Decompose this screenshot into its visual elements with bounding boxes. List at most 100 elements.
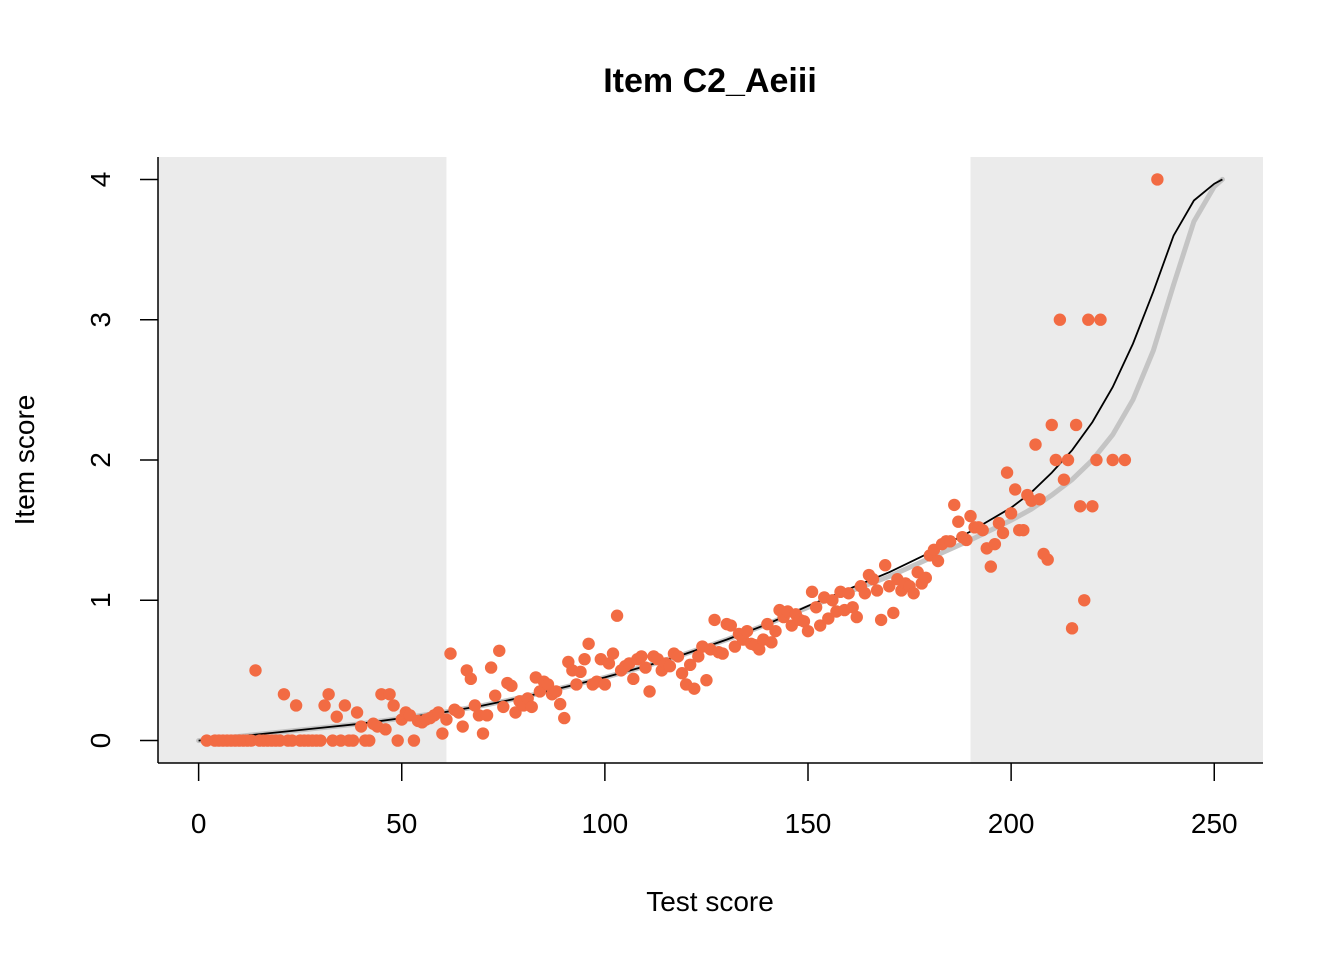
data-point [1151, 173, 1164, 186]
data-point [1000, 466, 1014, 479]
data-point [663, 660, 677, 673]
data-point [643, 685, 656, 698]
data-point [952, 515, 965, 528]
data-point [432, 706, 445, 719]
data-point [996, 526, 1010, 540]
data-point [700, 674, 713, 687]
data-point [249, 664, 262, 677]
data-point [444, 647, 457, 660]
data-point [452, 706, 465, 719]
data-point [578, 652, 591, 666]
data-point [1057, 473, 1071, 486]
data-point [919, 571, 933, 585]
data-point [610, 609, 624, 622]
data-point [639, 661, 652, 674]
data-point [440, 713, 453, 726]
data-point [984, 560, 998, 573]
x-tick-label: 250 [1191, 808, 1238, 839]
data-point [505, 679, 518, 693]
data-point [858, 587, 872, 600]
data-point [765, 636, 778, 649]
data-point [943, 535, 957, 548]
x-axis-label: Test score [646, 886, 774, 917]
data-point [350, 706, 364, 719]
data-point [992, 516, 1006, 530]
data-point [314, 734, 327, 747]
data-point [1073, 500, 1087, 513]
data-point [289, 699, 303, 712]
data-point [874, 613, 888, 627]
data-point [464, 672, 478, 686]
data-point [740, 624, 754, 638]
data-point [1094, 313, 1107, 326]
data-point [553, 697, 567, 711]
y-tick-label: 0 [85, 733, 116, 749]
data-point [383, 688, 396, 701]
data-point [1086, 500, 1099, 513]
data-point [878, 559, 892, 572]
data-point [866, 573, 880, 586]
data-point [960, 533, 973, 547]
data-point [436, 727, 449, 740]
data-point [1045, 418, 1058, 432]
y-tick-label: 2 [85, 452, 116, 468]
data-point [330, 710, 343, 723]
data-point [497, 700, 510, 714]
data-point [354, 720, 368, 733]
data-point [484, 661, 498, 674]
x-tick-label: 0 [191, 808, 207, 839]
data-point [346, 734, 360, 747]
data-point [598, 678, 612, 691]
data-point [842, 587, 855, 600]
data-point [822, 612, 835, 625]
data-point [363, 734, 376, 747]
data-point [1053, 313, 1067, 326]
x-tick-label: 200 [988, 808, 1035, 839]
data-point [541, 678, 555, 691]
data-point [379, 723, 392, 736]
data-point [509, 706, 522, 719]
data-point [716, 647, 729, 660]
data-point [769, 624, 782, 638]
y-tick-label: 1 [85, 592, 116, 608]
data-point [931, 554, 945, 568]
data-point [976, 523, 989, 537]
data-point [1065, 622, 1079, 635]
data-point [708, 613, 721, 627]
data-point [801, 624, 815, 638]
data-point [675, 667, 689, 680]
data-point [826, 594, 839, 607]
data-point [846, 601, 859, 614]
x-tick-label: 150 [785, 808, 832, 839]
axes: 0 50 100 150 200 250 0 1 2 3 4 [85, 157, 1263, 839]
data-point [468, 699, 482, 712]
data-point [456, 720, 469, 733]
data-point [338, 699, 352, 712]
data-point [1029, 438, 1042, 451]
data-point [870, 584, 884, 597]
data-point [692, 650, 705, 663]
data-point [606, 647, 620, 660]
data-point [1106, 453, 1119, 467]
data-point [753, 643, 766, 656]
data-point [635, 650, 648, 663]
data-point [627, 672, 640, 686]
y-tick-label: 3 [85, 312, 116, 328]
data-point [988, 537, 1002, 551]
y-axis-label: Item score [9, 395, 40, 526]
y-tick-label: 4 [85, 172, 116, 188]
data-point [964, 509, 977, 523]
x-tick-label: 100 [582, 808, 629, 839]
data-point [1004, 507, 1018, 520]
data-point [761, 617, 774, 631]
data-point [1090, 453, 1103, 467]
data-point [488, 689, 502, 702]
data-point [688, 682, 701, 695]
data-point [887, 606, 900, 620]
data-point [809, 601, 823, 614]
data-point [1069, 418, 1083, 432]
data-point [683, 658, 697, 672]
data-point [1017, 523, 1030, 537]
data-point [277, 688, 291, 701]
